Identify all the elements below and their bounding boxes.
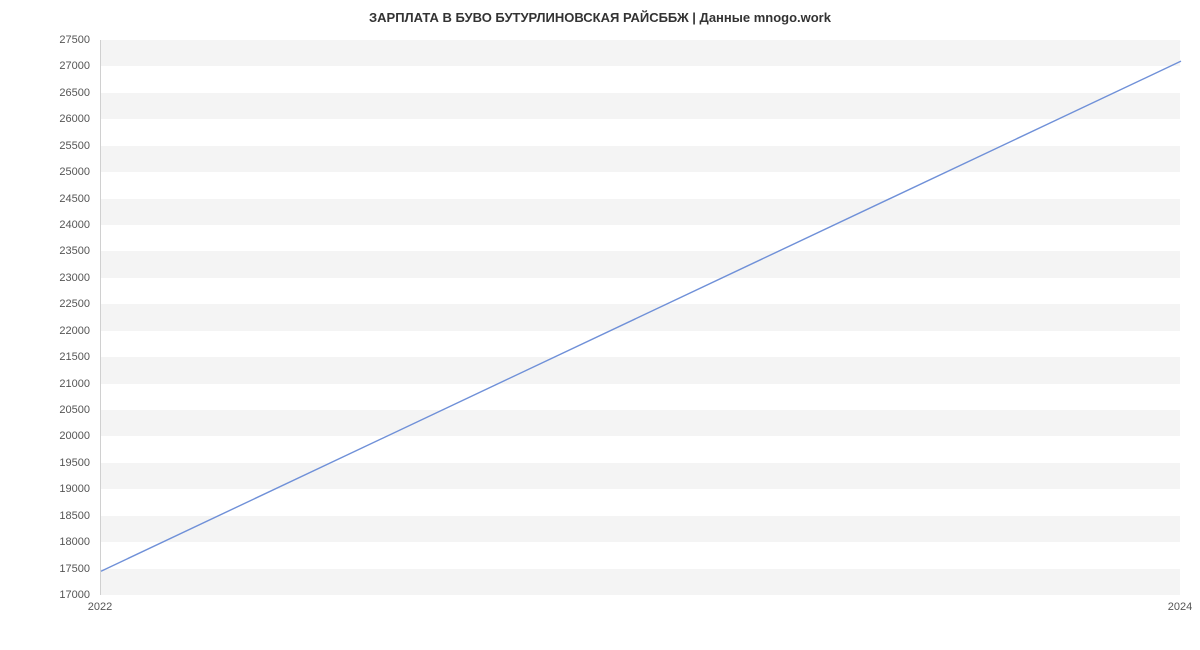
y-tick-label: 24000 (0, 219, 90, 231)
y-tick-label: 23000 (0, 272, 90, 284)
line-series (101, 40, 1181, 595)
y-tick-label: 22500 (0, 298, 90, 310)
y-tick-label: 20500 (0, 404, 90, 416)
x-tick-label: 2022 (88, 601, 112, 613)
y-tick-label: 17500 (0, 563, 90, 575)
y-tick-label: 26000 (0, 113, 90, 125)
y-tick-label: 18000 (0, 536, 90, 548)
y-tick-label: 23500 (0, 245, 90, 257)
y-tick-label: 25000 (0, 166, 90, 178)
y-tick-label: 19500 (0, 457, 90, 469)
y-tick-label: 19000 (0, 483, 90, 495)
salary-line-chart: ЗАРПЛАТА В БУВО БУТУРЛИНОВСКАЯ РАЙСББЖ |… (0, 0, 1200, 650)
y-tick-label: 24500 (0, 193, 90, 205)
plot-area (100, 40, 1180, 595)
y-tick-label: 18500 (0, 510, 90, 522)
y-tick-label: 17000 (0, 589, 90, 601)
y-tick-label: 26500 (0, 87, 90, 99)
y-tick-label: 22000 (0, 325, 90, 337)
y-tick-label: 25500 (0, 140, 90, 152)
y-tick-label: 21000 (0, 378, 90, 390)
y-tick-label: 27500 (0, 34, 90, 46)
chart-title: ЗАРПЛАТА В БУВО БУТУРЛИНОВСКАЯ РАЙСББЖ |… (0, 10, 1200, 25)
y-tick-label: 21500 (0, 351, 90, 363)
y-tick-label: 20000 (0, 430, 90, 442)
x-tick-label: 2024 (1168, 601, 1192, 613)
y-tick-label: 27000 (0, 60, 90, 72)
